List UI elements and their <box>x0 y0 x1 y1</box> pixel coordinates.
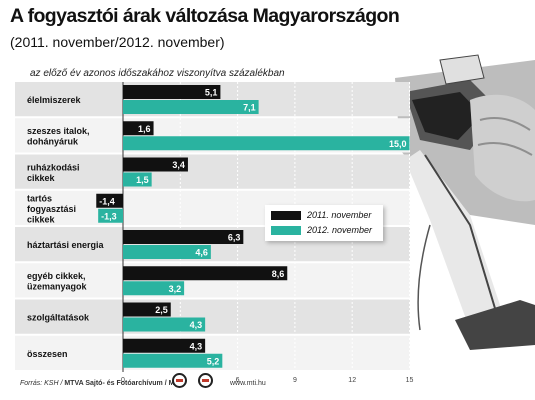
bar-2011 <box>123 302 171 317</box>
category-label-line: cikkek <box>27 214 56 224</box>
bar-2011 <box>123 230 244 244</box>
credit-url: www.mti.hu <box>230 380 266 387</box>
x-tick-label: 15 <box>406 377 414 384</box>
bar-value-label: 5,2 <box>207 356 220 366</box>
bar-2011 <box>123 338 206 353</box>
category-label: összesen <box>27 349 68 359</box>
bar-2011 <box>123 85 221 99</box>
category-label-line: szolgáltatások <box>27 313 90 323</box>
category-label-line: dohányáruk <box>27 137 79 147</box>
bar-2011 <box>96 193 123 208</box>
mtva-logo-icon <box>198 373 213 388</box>
bar-2012 <box>123 100 259 114</box>
category-label: élelmiszerek <box>27 95 82 105</box>
source-prefix: Forrás: KSH / <box>20 380 65 387</box>
category-label-line: szeszes italok, <box>27 126 90 136</box>
bar-value-label: 2,5 <box>155 305 168 315</box>
chart-title: A fogyasztói árak változása Magyarország… <box>10 5 400 27</box>
x-tick-label: 0 <box>121 377 125 384</box>
bar-2012 <box>123 172 152 187</box>
x-tick-label: 6 <box>236 377 240 384</box>
bar-value-label: 4,3 <box>190 341 203 351</box>
category-label: egyéb cikkek, üzemanyagok <box>27 271 88 292</box>
bar-2012 <box>123 353 223 368</box>
bar-2012 <box>98 208 123 223</box>
category-label: ruházkodási cikkek <box>27 162 80 183</box>
category-label-line: egyéb cikkek, <box>27 271 86 281</box>
mti-logo-icon <box>172 373 187 388</box>
category-label-line: fogyasztási <box>27 204 76 214</box>
bar-value-label: 7,1 <box>243 103 256 113</box>
category-label-line: összesen <box>27 349 68 359</box>
bar-2011 <box>123 157 188 172</box>
bar-2012 <box>123 317 206 332</box>
chart-legend: 2011. november 2012. november <box>265 205 383 241</box>
legend-label-2012: 2012. november <box>307 225 373 235</box>
bar-2012 <box>123 281 185 296</box>
bar-value-label: 1,5 <box>136 175 149 185</box>
bar-2011 <box>123 266 288 281</box>
category-label-line: üzemanyagok <box>27 282 88 292</box>
category-label-line: élelmiszerek <box>27 95 82 105</box>
bar-2011 <box>123 121 154 136</box>
category-label-line: cikkek <box>27 173 56 183</box>
category-label-line: ruházkodási <box>27 162 80 172</box>
legend-swatch-2012 <box>271 226 301 235</box>
bar-value-label: 8,6 <box>272 269 285 279</box>
source-bold: MTVA Sajtó- és Fotóarchívum / MTI <box>64 380 181 387</box>
bar-value-label: 15,0 <box>389 139 407 149</box>
legend-label-2011: 2011. november <box>307 210 372 220</box>
bar-value-label: 3,4 <box>172 160 185 170</box>
chart-note: az előző év azonos időszakához viszonyít… <box>30 68 285 79</box>
category-label: háztartási energia <box>27 240 105 250</box>
legend-swatch-2011 <box>271 211 301 220</box>
bar-value-label: 3,2 <box>169 284 182 294</box>
bar-value-label: 6,3 <box>228 233 241 243</box>
source-line: Forrás: KSH / MTVA Sajtó- és Fotóarchívu… <box>20 380 181 387</box>
category-label: tartós fogyasztási cikkek <box>27 193 76 224</box>
bar-value-label: 4,6 <box>195 248 208 258</box>
x-tick-label: 12 <box>348 377 356 384</box>
bar-value-label: 1,6 <box>138 124 151 134</box>
x-tick-label: 9 <box>293 377 297 384</box>
category-band <box>15 154 410 189</box>
category-label: szeszes italok, dohányáruk <box>27 126 90 147</box>
category-band <box>15 299 410 334</box>
bar-value-label: 5,1 <box>205 88 218 98</box>
bar-value-label: 4,3 <box>190 320 203 330</box>
bar-value-label: -1,4 <box>99 196 115 206</box>
bar-2012 <box>123 245 211 259</box>
category-label: szolgáltatások <box>27 313 90 323</box>
bar-value-label: -1,3 <box>101 211 117 221</box>
category-label-line: tartós <box>27 193 52 203</box>
bar-2012 <box>123 136 410 151</box>
chart-subtitle: (2011. november/2012. november) <box>10 34 225 50</box>
category-label-line: háztartási energia <box>27 240 105 250</box>
decorative-photo-illustration <box>395 54 535 350</box>
